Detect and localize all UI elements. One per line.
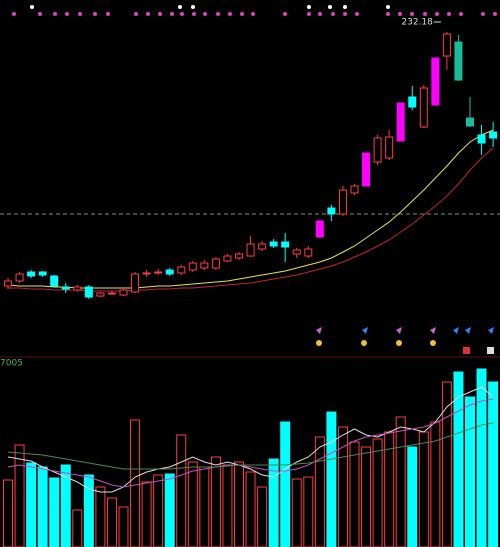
candle-body — [4, 280, 12, 287]
candle-body — [246, 243, 255, 257]
volume-bar — [187, 461, 198, 547]
candle-body — [73, 286, 82, 291]
candle-body — [419, 87, 428, 128]
volume-bar — [314, 436, 325, 547]
signal-markers — [316, 327, 494, 354]
volume-bar — [441, 381, 452, 547]
candle-body — [338, 189, 347, 215]
candle-body — [177, 266, 186, 274]
volume-bar — [303, 476, 314, 547]
candle-body — [96, 292, 105, 297]
moving-average-line — [7, 398, 494, 488]
candle-body — [477, 134, 486, 144]
volume-bar — [60, 464, 71, 547]
candle-body — [61, 286, 70, 290]
candle-body — [38, 271, 47, 276]
candle-body — [154, 271, 163, 274]
candle-body — [15, 273, 24, 282]
candle-body — [373, 137, 382, 163]
volume-bar — [3, 479, 13, 547]
candle-body — [396, 102, 405, 142]
volume-bar — [372, 438, 383, 547]
candle-body — [50, 275, 59, 287]
candle-body — [408, 96, 417, 108]
volume-bar — [153, 474, 164, 547]
candle-body — [84, 286, 93, 298]
candle-body — [327, 207, 336, 215]
candle-body — [315, 220, 324, 238]
volume-bar — [26, 462, 37, 547]
volume-bar — [257, 486, 268, 547]
candle-body — [223, 255, 232, 262]
volume-bar — [326, 411, 337, 547]
price-annotation: 232.18 — [401, 18, 433, 28]
volume-bar — [106, 497, 117, 547]
volume-bar — [37, 466, 48, 547]
volume-bar — [118, 506, 129, 547]
volume-label: 7005 — [0, 359, 23, 369]
candle-body — [489, 131, 498, 139]
volume-bar — [268, 458, 279, 547]
candle-body — [258, 243, 267, 250]
candle-body — [142, 272, 151, 275]
candle-body — [466, 117, 474, 127]
volume-bar — [291, 478, 302, 547]
candle-body — [235, 253, 243, 259]
candle-body — [269, 241, 278, 247]
volume-bar — [176, 434, 187, 547]
volume-bar — [83, 474, 94, 547]
candle-body — [211, 258, 220, 269]
volume-bar — [476, 368, 487, 547]
candle-body — [292, 249, 301, 255]
volume-bar — [130, 419, 141, 547]
volume-bar — [72, 509, 83, 547]
volume-bar — [95, 486, 106, 547]
candle-body — [304, 248, 313, 257]
volume-bar — [361, 446, 372, 547]
volume-bar — [280, 421, 291, 547]
moving-average-line — [7, 422, 494, 470]
volume-bar — [395, 416, 406, 547]
volume-bar — [141, 481, 152, 547]
volume-bar — [210, 456, 221, 547]
volume-bar — [337, 426, 348, 547]
volume-bar — [14, 444, 25, 547]
volume-bar — [245, 471, 256, 547]
volume-bar — [349, 441, 360, 547]
candle-body — [200, 262, 209, 269]
candle-body — [385, 136, 394, 159]
candle-body — [281, 241, 290, 248]
candle-body — [131, 273, 140, 293]
candle-body — [442, 33, 451, 57]
candle-body — [165, 269, 174, 275]
volume-bar — [49, 477, 60, 547]
candle-body — [454, 41, 463, 81]
candle-body — [107, 292, 116, 295]
volume-bar — [234, 461, 244, 547]
volume-bar — [465, 396, 475, 547]
volume-bar — [407, 446, 418, 547]
candle-body — [350, 185, 359, 194]
volume-bar — [453, 371, 464, 547]
volume-bar — [488, 381, 499, 547]
candle-body — [119, 289, 128, 296]
candle-body — [27, 271, 36, 277]
candle-body — [188, 262, 197, 271]
volume-bar — [164, 473, 175, 547]
candle-body — [431, 57, 440, 106]
event-markers — [12, 5, 497, 16]
candle-body — [362, 152, 371, 187]
